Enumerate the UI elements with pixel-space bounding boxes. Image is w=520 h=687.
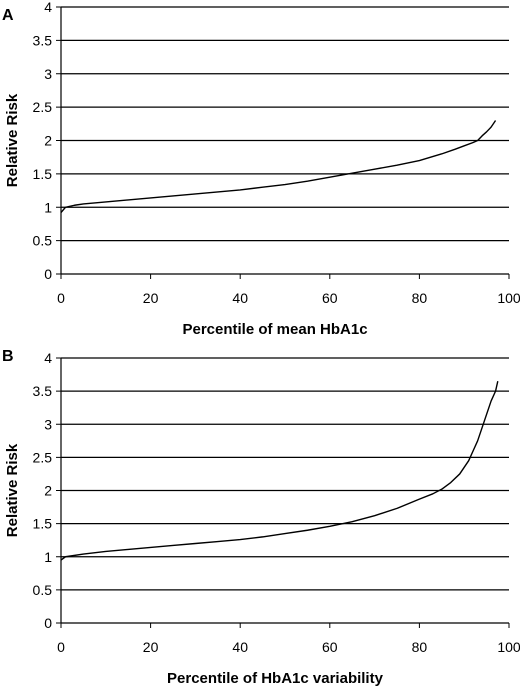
y-tick-label: 4 xyxy=(44,0,52,15)
x-tick-label: 100 xyxy=(497,639,520,655)
y-tick-label: 0.5 xyxy=(33,233,53,249)
y-tick-label: 2.5 xyxy=(33,99,53,115)
series-line xyxy=(60,120,497,214)
x-tick-label: 40 xyxy=(232,290,248,306)
x-tick-label: 60 xyxy=(322,639,338,655)
panel-label: A xyxy=(2,7,14,24)
y-tick-label: 1.5 xyxy=(33,516,53,532)
y-tick-label: 0 xyxy=(44,266,52,282)
y-tick-label: 2.5 xyxy=(33,449,53,465)
y-tick-label: 4 xyxy=(44,350,52,366)
y-tick-label: 3 xyxy=(44,416,52,432)
x-tick-label: 80 xyxy=(412,639,428,655)
y-tick-label: 3.5 xyxy=(33,32,53,48)
series-line xyxy=(60,381,499,561)
x-tick-label: 20 xyxy=(143,290,159,306)
x-tick-label: 0 xyxy=(57,639,65,655)
chart-panel-a: 00.511.522.533.540 20 40 60 80 100Percentile … xyxy=(2,0,520,338)
y-axis-title: Relative Risk xyxy=(4,443,21,537)
y-tick-label: 1.5 xyxy=(33,166,53,182)
panel-label: B xyxy=(2,348,14,365)
y-tick-label: 2 xyxy=(44,483,52,499)
x-tick-label: 80 xyxy=(412,290,428,306)
y-tick-label: 0.5 xyxy=(33,582,53,598)
y-tick-label: 2 xyxy=(44,133,52,149)
x-tick-label: 100 xyxy=(497,290,520,306)
y-axis-title: Relative Risk xyxy=(4,93,21,187)
x-axis-title: Percentile of mean HbA1c xyxy=(182,321,367,338)
y-tick-label: 3 xyxy=(44,66,52,82)
x-tick-label: 60 xyxy=(322,290,338,306)
x-tick-label: 20 xyxy=(143,639,159,655)
y-tick-label: 1 xyxy=(44,549,52,565)
x-tick-label: 40 xyxy=(232,639,248,655)
y-tick-label: 1 xyxy=(44,199,52,215)
y-tick-label: 3.5 xyxy=(33,383,53,399)
y-tick-label: 0 xyxy=(44,615,52,631)
x-tick-label: 0 xyxy=(57,290,65,306)
x-axis-title: Percentile of HbA1c variability xyxy=(167,670,384,687)
chart-panel-b: 00.511.522.533.540 20 40 60 80 100Percentile … xyxy=(2,348,520,687)
